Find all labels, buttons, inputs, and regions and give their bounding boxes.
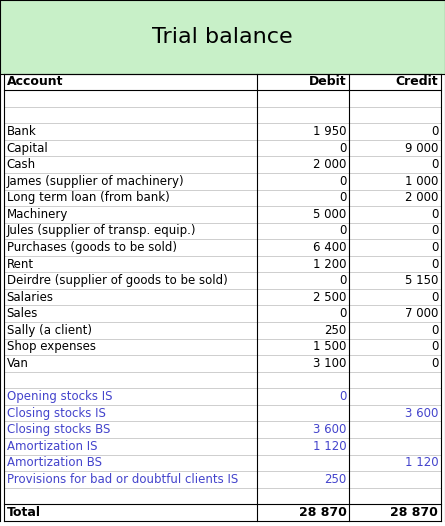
Text: Bank: Bank	[7, 125, 36, 138]
Bar	[4, 438, 441, 454]
Text: Cash: Cash	[7, 158, 36, 171]
Bar	[4, 156, 441, 173]
Text: 2 500: 2 500	[313, 291, 347, 304]
Text: 9 000: 9 000	[405, 141, 438, 155]
Text: Machinery: Machinery	[7, 208, 68, 221]
Text: 28 870: 28 870	[299, 506, 347, 519]
Bar	[4, 239, 441, 256]
Text: Opening stocks IS: Opening stocks IS	[7, 390, 112, 403]
Text: Amortization IS: Amortization IS	[7, 440, 97, 453]
Bar	[4, 454, 441, 471]
Bar	[4, 405, 441, 421]
Text: 5 150: 5 150	[405, 274, 438, 287]
Bar	[4, 504, 441, 521]
Text: 1 950: 1 950	[313, 125, 347, 138]
Bar	[4, 173, 441, 189]
Text: 0: 0	[431, 357, 438, 370]
Bar	[0, 0, 445, 74]
Text: 0: 0	[431, 324, 438, 337]
Text: Purchases (goods to be sold): Purchases (goods to be sold)	[7, 241, 177, 254]
Text: 0: 0	[431, 225, 438, 237]
Text: 0: 0	[340, 274, 347, 287]
Text: Sales: Sales	[7, 307, 38, 320]
Bar	[4, 339, 441, 355]
Text: 1 120: 1 120	[405, 456, 438, 469]
Bar	[4, 256, 441, 272]
Text: Deirdre (supplier of goods to be sold): Deirdre (supplier of goods to be sold)	[7, 274, 227, 287]
Text: Capital: Capital	[7, 141, 49, 155]
Text: 1 000: 1 000	[405, 175, 438, 188]
Bar	[4, 222, 441, 239]
Text: Closing stocks IS: Closing stocks IS	[7, 407, 105, 420]
Text: Provisions for bad or doubtful clients IS: Provisions for bad or doubtful clients I…	[7, 473, 238, 486]
Text: 0: 0	[431, 258, 438, 270]
Text: 1 500: 1 500	[313, 340, 347, 353]
Text: 3 600: 3 600	[313, 423, 347, 436]
Text: Trial balance: Trial balance	[152, 27, 293, 47]
Text: Sally (a client): Sally (a client)	[7, 324, 92, 337]
Text: 5 000: 5 000	[313, 208, 347, 221]
Bar	[4, 272, 441, 289]
Text: James (supplier of machinery): James (supplier of machinery)	[7, 175, 184, 188]
Bar	[4, 123, 441, 140]
Text: Rent: Rent	[7, 258, 34, 270]
Text: 0: 0	[340, 141, 347, 155]
Text: 250: 250	[324, 324, 347, 337]
Bar	[4, 289, 441, 306]
Text: 0: 0	[340, 175, 347, 188]
Text: 3 600: 3 600	[405, 407, 438, 420]
Text: Account: Account	[7, 75, 63, 88]
Text: 0: 0	[340, 225, 347, 237]
Text: Debit: Debit	[309, 75, 347, 88]
Bar	[4, 322, 441, 339]
Text: Salaries: Salaries	[7, 291, 54, 304]
Text: Shop expenses: Shop expenses	[7, 340, 96, 353]
Text: Credit: Credit	[396, 75, 438, 88]
Text: 3 100: 3 100	[313, 357, 347, 370]
Text: 2 000: 2 000	[313, 158, 347, 171]
Text: 0: 0	[340, 390, 347, 403]
Bar	[4, 140, 441, 156]
Text: Long term loan (from bank): Long term loan (from bank)	[7, 191, 170, 204]
Text: 6 400: 6 400	[313, 241, 347, 254]
Text: Total: Total	[7, 506, 40, 519]
Bar	[4, 206, 441, 222]
Bar	[4, 421, 441, 438]
Text: 250: 250	[324, 473, 347, 486]
Text: 28 870: 28 870	[390, 506, 438, 519]
Text: 1 200: 1 200	[313, 258, 347, 270]
Bar	[4, 471, 441, 488]
Text: 0: 0	[340, 191, 347, 204]
Text: 0: 0	[340, 307, 347, 320]
Text: Van: Van	[7, 357, 28, 370]
Bar	[4, 74, 441, 90]
Text: 0: 0	[431, 158, 438, 171]
Text: 7 000: 7 000	[405, 307, 438, 320]
Text: 0: 0	[431, 125, 438, 138]
Text: Amortization BS: Amortization BS	[7, 456, 101, 469]
Text: 1 120: 1 120	[313, 440, 347, 453]
Bar	[4, 306, 441, 322]
Text: 0: 0	[431, 291, 438, 304]
Text: Closing stocks BS: Closing stocks BS	[7, 423, 110, 436]
Text: 0: 0	[431, 340, 438, 353]
Bar	[4, 388, 441, 405]
Bar	[4, 355, 441, 372]
Bar	[4, 189, 441, 206]
Text: Jules (supplier of transp. equip.): Jules (supplier of transp. equip.)	[7, 225, 196, 237]
Text: 2 000: 2 000	[405, 191, 438, 204]
Text: 0: 0	[431, 208, 438, 221]
Text: 0: 0	[431, 241, 438, 254]
